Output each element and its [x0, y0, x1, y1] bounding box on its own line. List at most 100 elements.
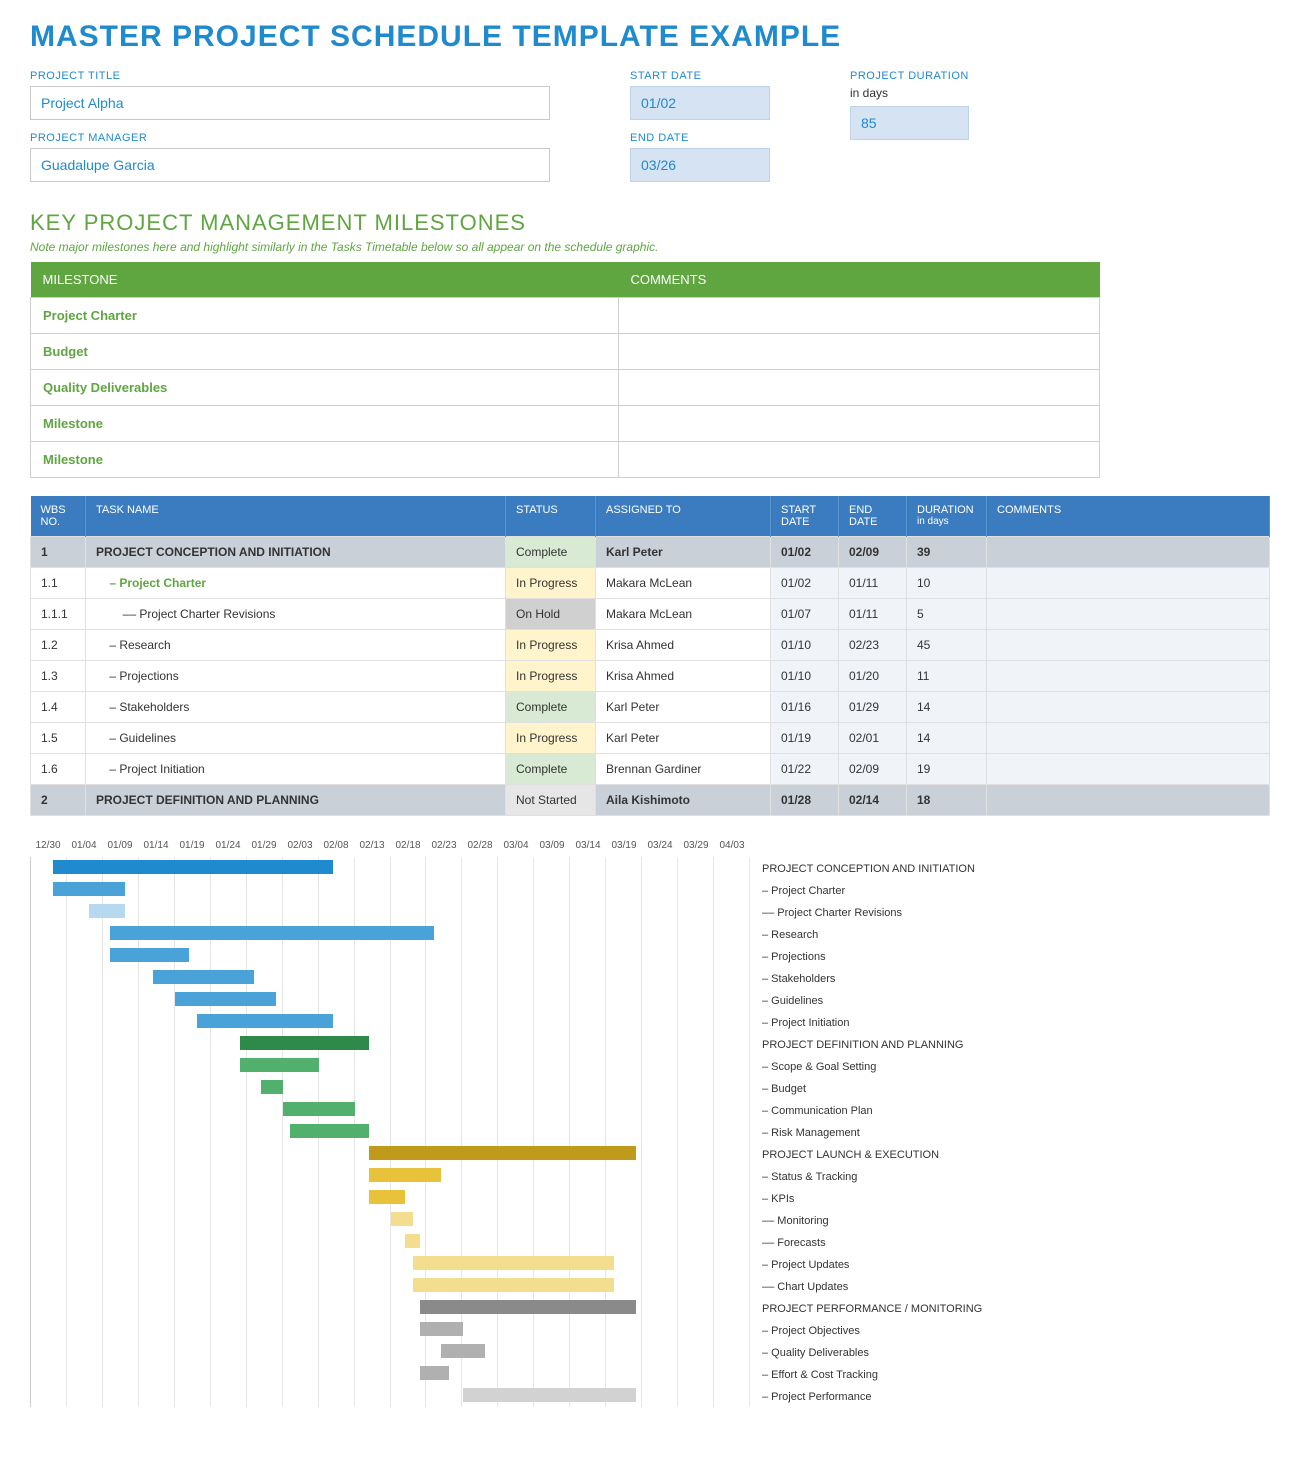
task-cell[interactable]: 02/23 [839, 630, 907, 661]
task-cell[interactable]: 1.6 [31, 754, 86, 785]
task-cell[interactable]: Aila Kishimoto [596, 785, 771, 816]
task-cell[interactable]: 2 [31, 785, 86, 816]
milestone-cell[interactable]: Milestone [31, 442, 619, 478]
task-cell[interactable]: 1.3 [31, 661, 86, 692]
project-manager-label: PROJECT MANAGER [30, 132, 550, 144]
milestone-comments-cell[interactable] [618, 298, 1099, 334]
milestone-comments-cell[interactable] [618, 334, 1099, 370]
task-cell[interactable]: 1.1 [31, 568, 86, 599]
task-cell[interactable]: Karl Peter [596, 692, 771, 723]
task-cell[interactable]: 45 [907, 630, 987, 661]
task-cell[interactable]: In Progress [506, 630, 596, 661]
milestone-table: MILESTONE COMMENTS Project CharterBudget… [30, 262, 1100, 478]
task-cell[interactable] [987, 754, 1270, 785]
milestone-comments-cell[interactable] [618, 442, 1099, 478]
task-cell[interactable]: 01/02 [771, 537, 839, 568]
duration-value[interactable]: 85 [850, 106, 969, 140]
task-cell[interactable]: – Project Charter [86, 568, 506, 599]
gantt-row [31, 989, 750, 1011]
task-cell[interactable]: – Project Initiation [86, 754, 506, 785]
milestone-comments-cell[interactable] [618, 370, 1099, 406]
project-title-value[interactable]: Project Alpha [30, 86, 550, 120]
task-cell[interactable]: – Projections [86, 661, 506, 692]
end-date-value[interactable]: 03/26 [630, 148, 770, 182]
task-cell[interactable]: 01/19 [771, 723, 839, 754]
task-cell[interactable]: PROJECT CONCEPTION AND INITIATION [86, 537, 506, 568]
task-cell[interactable]: 02/01 [839, 723, 907, 754]
task-cell[interactable]: Brennan Gardiner [596, 754, 771, 785]
task-cell[interactable]: 01/11 [839, 599, 907, 630]
task-cell[interactable]: 01/22 [771, 754, 839, 785]
task-cell[interactable] [987, 692, 1270, 723]
task-cell[interactable]: 02/09 [839, 754, 907, 785]
task-cell[interactable]: – Stakeholders [86, 692, 506, 723]
task-cell[interactable]: – Research [86, 630, 506, 661]
task-cell[interactable] [987, 785, 1270, 816]
task-cell[interactable]: 1.1.1 [31, 599, 86, 630]
task-cell[interactable]: 1 [31, 537, 86, 568]
gantt-row [31, 967, 750, 989]
task-cell[interactable]: PROJECT DEFINITION AND PLANNING [86, 785, 506, 816]
task-cell[interactable]: 01/20 [839, 661, 907, 692]
task-cell[interactable]: 01/10 [771, 661, 839, 692]
task-cell[interactable]: 11 [907, 661, 987, 692]
task-cell[interactable]: In Progress [506, 568, 596, 599]
task-cell[interactable]: In Progress [506, 723, 596, 754]
task-cell[interactable]: In Progress [506, 661, 596, 692]
task-cell[interactable]: – Guidelines [86, 723, 506, 754]
milestone-cell[interactable]: Budget [31, 334, 619, 370]
task-cell[interactable] [987, 661, 1270, 692]
milestone-cell[interactable]: Milestone [31, 406, 619, 442]
tasks-header-duration: DURATION in days [907, 496, 987, 537]
task-row: 1.1.1 –– Project Charter RevisionsOn Hol… [31, 599, 1270, 630]
task-cell[interactable]: 01/07 [771, 599, 839, 630]
task-cell[interactable]: Karl Peter [596, 723, 771, 754]
task-cell[interactable] [987, 599, 1270, 630]
task-cell[interactable]: 01/28 [771, 785, 839, 816]
task-cell[interactable]: Makara McLean [596, 568, 771, 599]
task-cell[interactable]: Krisa Ahmed [596, 661, 771, 692]
task-cell[interactable] [987, 723, 1270, 754]
milestone-comments-cell[interactable] [618, 406, 1099, 442]
gantt-row-label: – Risk Management [750, 1122, 982, 1144]
gantt-row [31, 1385, 750, 1407]
task-cell[interactable]: 01/29 [839, 692, 907, 723]
task-cell[interactable]: 02/14 [839, 785, 907, 816]
task-cell[interactable]: 14 [907, 723, 987, 754]
gantt-bar [463, 1388, 636, 1402]
task-cell[interactable] [987, 630, 1270, 661]
task-cell[interactable]: 01/16 [771, 692, 839, 723]
task-cell[interactable]: 02/09 [839, 537, 907, 568]
task-cell[interactable]: 10 [907, 568, 987, 599]
task-cell[interactable]: On Hold [506, 599, 596, 630]
task-cell[interactable]: 1.2 [31, 630, 86, 661]
gantt-row-label: – Project Performance [750, 1386, 982, 1408]
task-cell[interactable]: Krisa Ahmed [596, 630, 771, 661]
task-cell[interactable] [987, 568, 1270, 599]
task-cell[interactable] [987, 537, 1270, 568]
task-cell[interactable]: 14 [907, 692, 987, 723]
task-cell[interactable]: Not Started [506, 785, 596, 816]
task-cell[interactable]: Makara McLean [596, 599, 771, 630]
task-cell[interactable]: Complete [506, 754, 596, 785]
start-date-value[interactable]: 01/02 [630, 86, 770, 120]
task-cell[interactable]: 1.4 [31, 692, 86, 723]
task-cell[interactable]: 01/11 [839, 568, 907, 599]
gantt-row [31, 1033, 750, 1055]
task-cell[interactable]: 01/10 [771, 630, 839, 661]
task-cell[interactable]: Complete [506, 692, 596, 723]
task-cell[interactable]: 5 [907, 599, 987, 630]
task-cell[interactable]: 18 [907, 785, 987, 816]
task-cell[interactable]: 19 [907, 754, 987, 785]
task-cell[interactable]: Karl Peter [596, 537, 771, 568]
task-cell[interactable]: Complete [506, 537, 596, 568]
gantt-row-label: – Project Updates [750, 1254, 982, 1276]
task-cell[interactable]: –– Project Charter Revisions [86, 599, 506, 630]
task-cell[interactable]: 39 [907, 537, 987, 568]
milestone-cell[interactable]: Quality Deliverables [31, 370, 619, 406]
gantt-date-label: 01/09 [102, 840, 138, 851]
milestone-cell[interactable]: Project Charter [31, 298, 619, 334]
task-cell[interactable]: 1.5 [31, 723, 86, 754]
project-manager-value[interactable]: Guadalupe Garcia [30, 148, 550, 182]
task-cell[interactable]: 01/02 [771, 568, 839, 599]
